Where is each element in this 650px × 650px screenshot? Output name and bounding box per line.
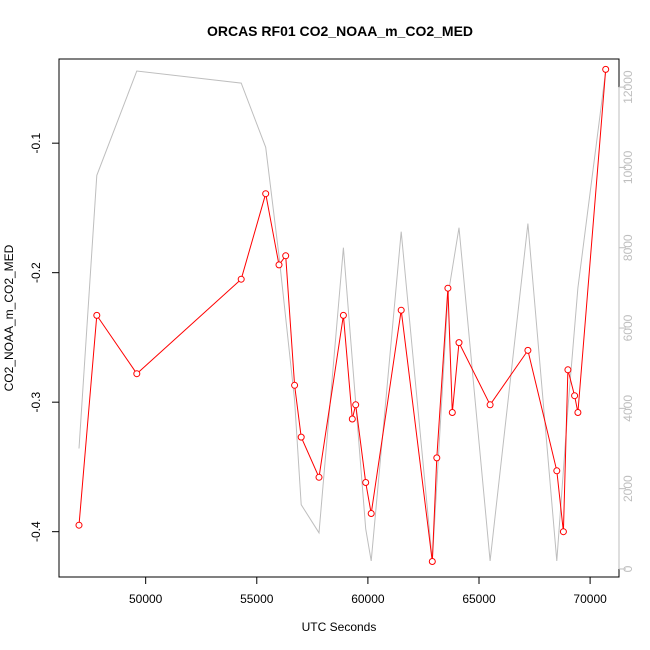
data-point [574, 409, 582, 416]
data-point [348, 415, 356, 423]
data-point [455, 339, 463, 347]
grey-series-line [78, 70, 607, 561]
y2-tick-label: 8000 [621, 234, 635, 261]
data-point [282, 252, 290, 260]
y2-tick-label: 4000 [621, 395, 635, 422]
data-point [602, 65, 610, 73]
data-point [352, 401, 360, 409]
data-point [428, 558, 436, 565]
data-point [297, 433, 305, 441]
chart-title: ORCAS RF01 CO2_NOAA_m_CO2_MED [207, 23, 473, 39]
data-point [433, 454, 441, 462]
data-point [237, 275, 245, 283]
y-tick-label: -0.4 [29, 521, 43, 542]
data-point [362, 479, 370, 486]
data-point [275, 261, 283, 269]
data-point [315, 473, 323, 481]
data-point [486, 401, 494, 409]
x-tick-label: 55000 [240, 592, 274, 606]
data-point [291, 381, 299, 389]
plot-frame [58, 58, 620, 578]
data-point [571, 392, 579, 400]
x-tick-label: 70000 [573, 592, 607, 606]
x-tick-label: 65000 [462, 592, 496, 606]
y2-tick-label: 10000 [621, 150, 635, 184]
y2-tick-label: 2000 [621, 475, 635, 502]
x-tick-label: 50000 [129, 592, 163, 606]
data-point [559, 528, 567, 536]
data-point [75, 521, 83, 529]
data-point [93, 311, 101, 319]
data-point [133, 370, 141, 378]
data-point [448, 409, 456, 416]
y2-tick-label: 12000 [621, 70, 635, 104]
data-point [444, 284, 452, 292]
y-tick-label: -0.2 [29, 262, 43, 283]
y-axis-label: CO2_NOAA_m_CO2_MED [2, 244, 16, 391]
data-point [367, 510, 375, 517]
x-axis-label: UTC Seconds [302, 620, 377, 634]
x-tick-label: 60000 [351, 592, 385, 606]
y-tick-label: -0.3 [29, 392, 43, 413]
data-point [524, 346, 532, 354]
data-point [339, 311, 347, 319]
data-point [397, 306, 405, 314]
y2-tick-label: 6000 [621, 314, 635, 341]
data-point [553, 467, 561, 475]
y-tick-label: -0.1 [29, 133, 43, 154]
data-point [564, 366, 572, 374]
data-point [262, 190, 270, 198]
y2-tick-label: 0 [621, 565, 635, 572]
